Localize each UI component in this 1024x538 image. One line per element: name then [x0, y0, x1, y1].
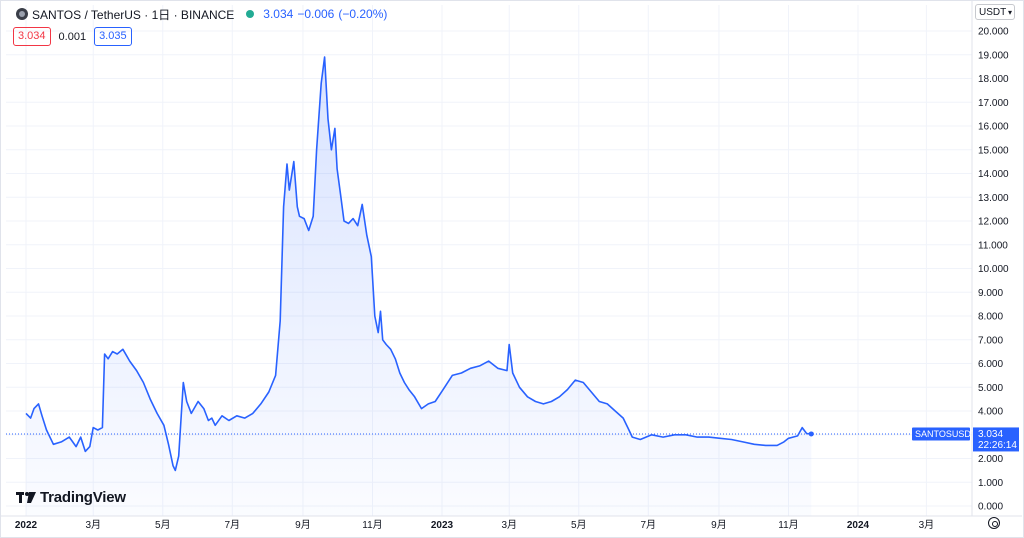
- price-area-fill: [26, 57, 812, 516]
- last-price-tags: SANTOSUSDT 3.034 22:26:14: [912, 427, 1019, 452]
- chevron-down-icon: ▾: [1007, 8, 1012, 17]
- tradingview-wordmark: TradingView: [40, 489, 126, 506]
- price-axis: 0.0001.0002.0003.0004.0005.0006.0007.000…: [978, 27, 1009, 513]
- ticker-label-bg: [912, 427, 970, 441]
- ticker-label: SANTOSUSDT: [915, 429, 977, 439]
- last-value: 3.034: [263, 7, 294, 21]
- price-tick-label: 5.000: [978, 383, 1003, 394]
- legend-values: 3.034 −0.006 (−0.20%): [263, 7, 391, 21]
- price-tick-label: 18.000: [978, 74, 1009, 85]
- time-tick-label: 11月: [778, 519, 798, 531]
- time-tick-label: 3月: [919, 519, 935, 531]
- price-tick-label: 2.000: [978, 454, 1003, 465]
- price-tick-label: 20.000: [978, 27, 1009, 38]
- bid-ask-panel: 3.034 0.001 3.035: [13, 27, 132, 46]
- symbol-title: SANTOS / TetherUS · 1日 · BINANCE: [32, 7, 235, 22]
- price-tick-label: 15.000: [978, 145, 1009, 156]
- time-axis: 2022 3月 5月 7月 9月 11月 2023 3月 5月 7月 9月 11月 2024 3月: [15, 519, 934, 531]
- spread-value: 0.001: [58, 30, 87, 43]
- market-status-icon[interactable]: [246, 10, 255, 18]
- price-tick-label: 4.000: [978, 407, 1003, 418]
- buy-price-button[interactable]: 3.035: [94, 27, 132, 46]
- time-tick-label: 11月: [362, 519, 382, 531]
- time-tick-label: 9月: [295, 519, 311, 531]
- currency-selector[interactable]: USDT ▾: [975, 4, 1015, 20]
- time-tick-label: 2022: [15, 520, 38, 531]
- price-tick-label: 10.000: [978, 264, 1009, 275]
- price-tick-label: 14.000: [978, 169, 1009, 180]
- time-tick-label: 2023: [431, 520, 454, 531]
- time-tick-label: 2024: [847, 520, 870, 531]
- time-tick-label: 3月: [501, 519, 517, 531]
- tradingview-logo-icon: [16, 491, 36, 503]
- time-tick-label: 7月: [641, 519, 657, 531]
- price-tick-label: 7.000: [978, 335, 1003, 346]
- coin-logo-icon: [16, 8, 28, 20]
- countdown-label: 22:26:14: [978, 440, 1017, 451]
- price-tick-label: 8.000: [978, 312, 1003, 323]
- time-tick-label: 7月: [225, 519, 241, 531]
- price-tick-label: 1.000: [978, 478, 1003, 489]
- price-tick-label: 0.000: [978, 502, 1003, 513]
- time-tick-label: 9月: [711, 519, 727, 531]
- price-tick-label: 16.000: [978, 122, 1009, 133]
- time-tick-label: 5月: [571, 519, 587, 531]
- tradingview-watermark[interactable]: TradingView: [16, 489, 126, 506]
- time-tick-label: 3月: [85, 519, 101, 531]
- price-label-bg: [973, 427, 1019, 452]
- time-tick-label: 5月: [155, 519, 171, 531]
- price-tick-label: 11.000: [978, 240, 1008, 251]
- symbol-legend[interactable]: SANTOS / TetherUS · 1日 · BINANCE 3.034 −0…: [16, 5, 391, 23]
- change-percent: (−0.20%): [338, 7, 388, 21]
- price-tick-label: 19.000: [978, 50, 1009, 61]
- price-tick-label: 12.000: [978, 217, 1009, 228]
- sell-price-button[interactable]: 3.034: [13, 27, 51, 46]
- currency-label: USDT: [979, 7, 1007, 18]
- price-label: 3.034: [978, 429, 1003, 440]
- last-price-dot: [808, 431, 814, 437]
- change-value: −0.006: [297, 7, 335, 21]
- price-line: [25, 56, 812, 472]
- price-tick-label: 6.000: [978, 359, 1003, 370]
- price-tick-label: 17.000: [978, 98, 1009, 109]
- price-tick-label: 13.000: [978, 193, 1009, 204]
- chart-settings-icon[interactable]: [988, 517, 1000, 529]
- price-tick-label: 9.000: [978, 288, 1003, 299]
